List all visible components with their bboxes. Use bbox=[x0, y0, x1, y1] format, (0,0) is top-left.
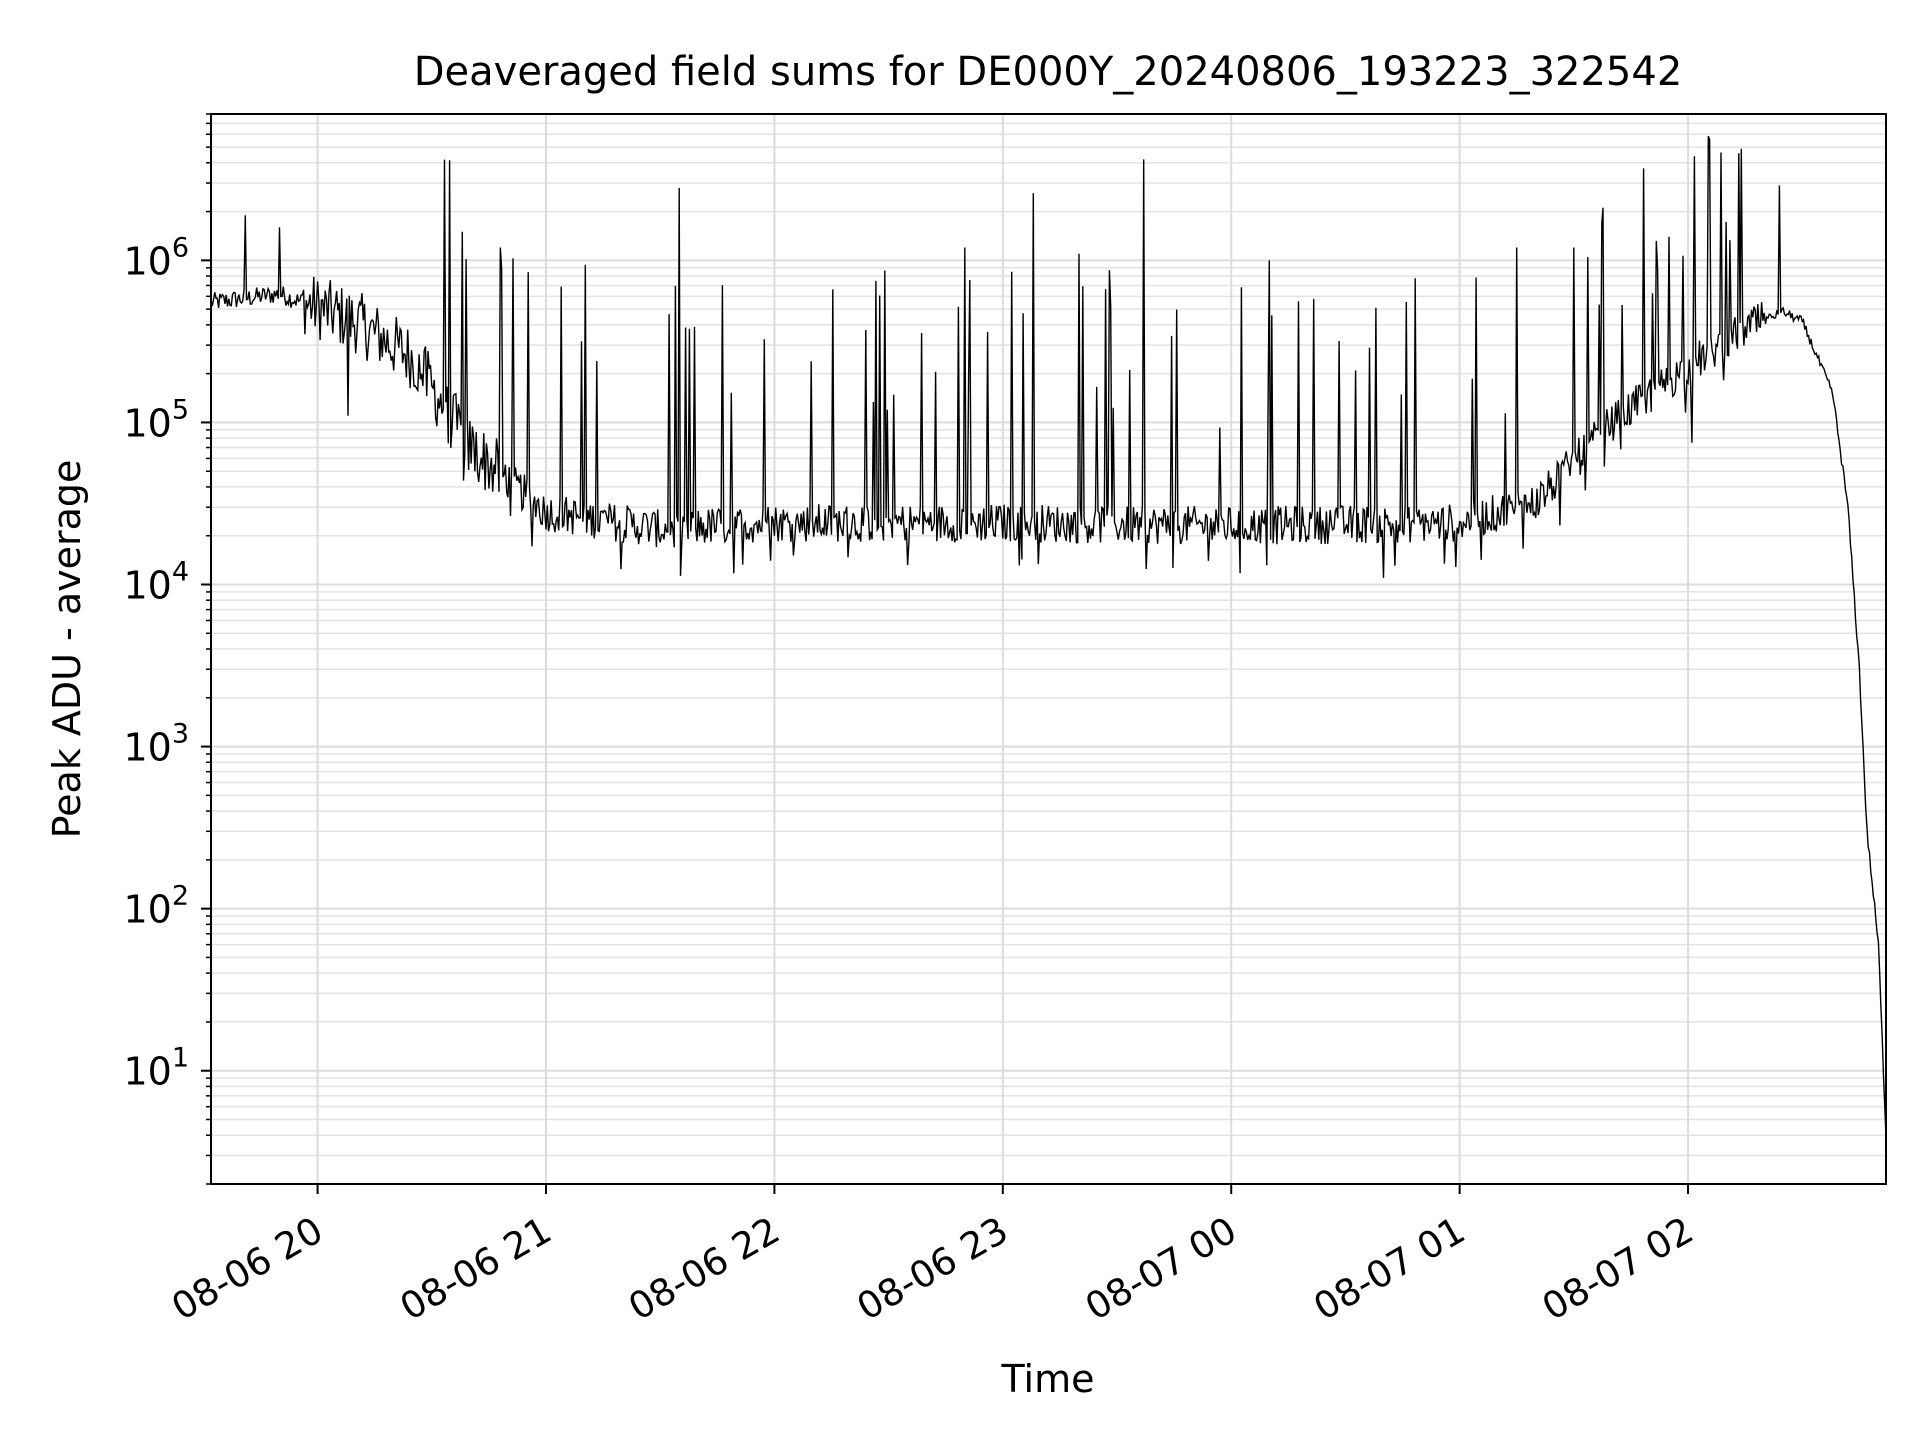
y-tick-label: 102 bbox=[123, 881, 189, 932]
y-tick-label: 106 bbox=[123, 232, 189, 283]
y-axis-label: Peak ADU - average bbox=[45, 460, 89, 839]
y-tick-label: 103 bbox=[123, 719, 189, 770]
series-layer bbox=[210, 136, 1887, 1138]
grid bbox=[211, 113, 1886, 1185]
y-tick-label: 105 bbox=[123, 394, 189, 445]
chart-title: Deaveraged field sums for DE000Y_2024080… bbox=[414, 49, 1683, 95]
series-line bbox=[210, 136, 1887, 1138]
y-tick-label: 104 bbox=[123, 557, 189, 608]
y-tick-label: 101 bbox=[123, 1043, 189, 1094]
x-axis-label: Time bbox=[1001, 1357, 1095, 1401]
